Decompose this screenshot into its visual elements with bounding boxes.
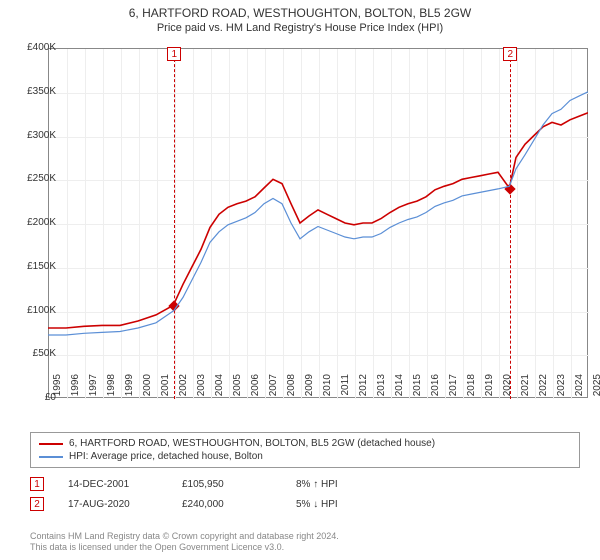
y-axis-label: £200K <box>12 217 56 228</box>
y-axis-label: £100K <box>12 305 56 316</box>
transaction-hpi-diff: 5% ↓ HPI <box>296 499 386 510</box>
footer-note: Contains HM Land Registry data © Crown c… <box>30 531 339 554</box>
legend: 6, HARTFORD ROAD, WESTHOUGHTON, BOLTON, … <box>30 432 580 468</box>
x-axis-label: 2013 <box>376 374 387 404</box>
transaction-hpi-diff: 8% ↑ HPI <box>296 479 386 490</box>
legend-swatch <box>39 443 63 445</box>
x-axis-label: 1996 <box>70 374 81 404</box>
x-axis-label: 2011 <box>340 374 351 404</box>
footer-line-2: This data is licensed under the Open Gov… <box>30 542 339 554</box>
footer-line-1: Contains HM Land Registry data © Crown c… <box>30 531 339 543</box>
x-axis-label: 2021 <box>520 374 531 404</box>
x-axis-label: 2005 <box>232 374 243 404</box>
y-axis-label: £50K <box>12 348 56 359</box>
legend-swatch <box>39 456 63 458</box>
x-axis-label: 1999 <box>124 374 135 404</box>
y-axis-label: £350K <box>12 86 56 97</box>
transaction-price: £240,000 <box>182 499 272 510</box>
x-axis-label: 2010 <box>322 374 333 404</box>
x-axis-label: 2025 <box>592 374 600 404</box>
x-axis-label: 2004 <box>214 374 225 404</box>
y-axis-label: £0 <box>12 392 56 403</box>
chart-subtitle: Price paid vs. HM Land Registry's House … <box>0 20 600 38</box>
chart-lines <box>48 48 588 398</box>
x-axis-label: 2016 <box>430 374 441 404</box>
x-axis-label: 2009 <box>304 374 315 404</box>
transaction-index-box: 1 <box>30 477 44 491</box>
transaction-price: £105,950 <box>182 479 272 490</box>
transaction-row: 1 14-DEC-2001 £105,950 8% ↑ HPI <box>30 474 580 494</box>
transaction-table: 1 14-DEC-2001 £105,950 8% ↑ HPI 2 17-AUG-2020… <box>30 474 580 514</box>
legend-label: HPI: Average price, detached house, Bolt… <box>69 451 263 462</box>
x-axis-label: 2000 <box>142 374 153 404</box>
x-axis-label: 2007 <box>268 374 279 404</box>
x-axis-label: 2023 <box>556 374 567 404</box>
chart-area: 12 1995199619971998199920002001200220032… <box>48 48 588 398</box>
legend-item: HPI: Average price, detached house, Bolt… <box>39 450 571 463</box>
chart-title: 6, HARTFORD ROAD, WESTHOUGHTON, BOLTON, … <box>0 0 600 20</box>
x-axis-label: 2012 <box>358 374 369 404</box>
x-axis-label: 2018 <box>466 374 477 404</box>
x-axis-label: 2002 <box>178 374 189 404</box>
x-axis-label: 1997 <box>88 374 99 404</box>
x-axis-label: 1998 <box>106 374 117 404</box>
y-axis-label: £150K <box>12 261 56 272</box>
series-price <box>48 113 588 328</box>
x-axis-label: 2001 <box>160 374 171 404</box>
x-axis-label: 2020 <box>502 374 513 404</box>
x-axis-label: 2024 <box>574 374 585 404</box>
transaction-index-box: 2 <box>30 497 44 511</box>
x-axis-label: 2019 <box>484 374 495 404</box>
legend-label: 6, HARTFORD ROAD, WESTHOUGHTON, BOLTON, … <box>69 438 435 449</box>
y-axis-label: £250K <box>12 173 56 184</box>
x-axis-label: 2014 <box>394 374 405 404</box>
y-axis-label: £400K <box>12 42 56 53</box>
x-axis-label: 2022 <box>538 374 549 404</box>
series-hpi <box>48 92 588 335</box>
x-axis-label: 2006 <box>250 374 261 404</box>
x-axis-label: 2017 <box>448 374 459 404</box>
transaction-date: 14-DEC-2001 <box>68 479 158 490</box>
x-axis-label: 2015 <box>412 374 423 404</box>
x-axis-label: 2003 <box>196 374 207 404</box>
transaction-row: 2 17-AUG-2020 £240,000 5% ↓ HPI <box>30 494 580 514</box>
legend-item: 6, HARTFORD ROAD, WESTHOUGHTON, BOLTON, … <box>39 437 571 450</box>
y-axis-label: £300K <box>12 130 56 141</box>
x-axis-label: 2008 <box>286 374 297 404</box>
transaction-date: 17-AUG-2020 <box>68 499 158 510</box>
